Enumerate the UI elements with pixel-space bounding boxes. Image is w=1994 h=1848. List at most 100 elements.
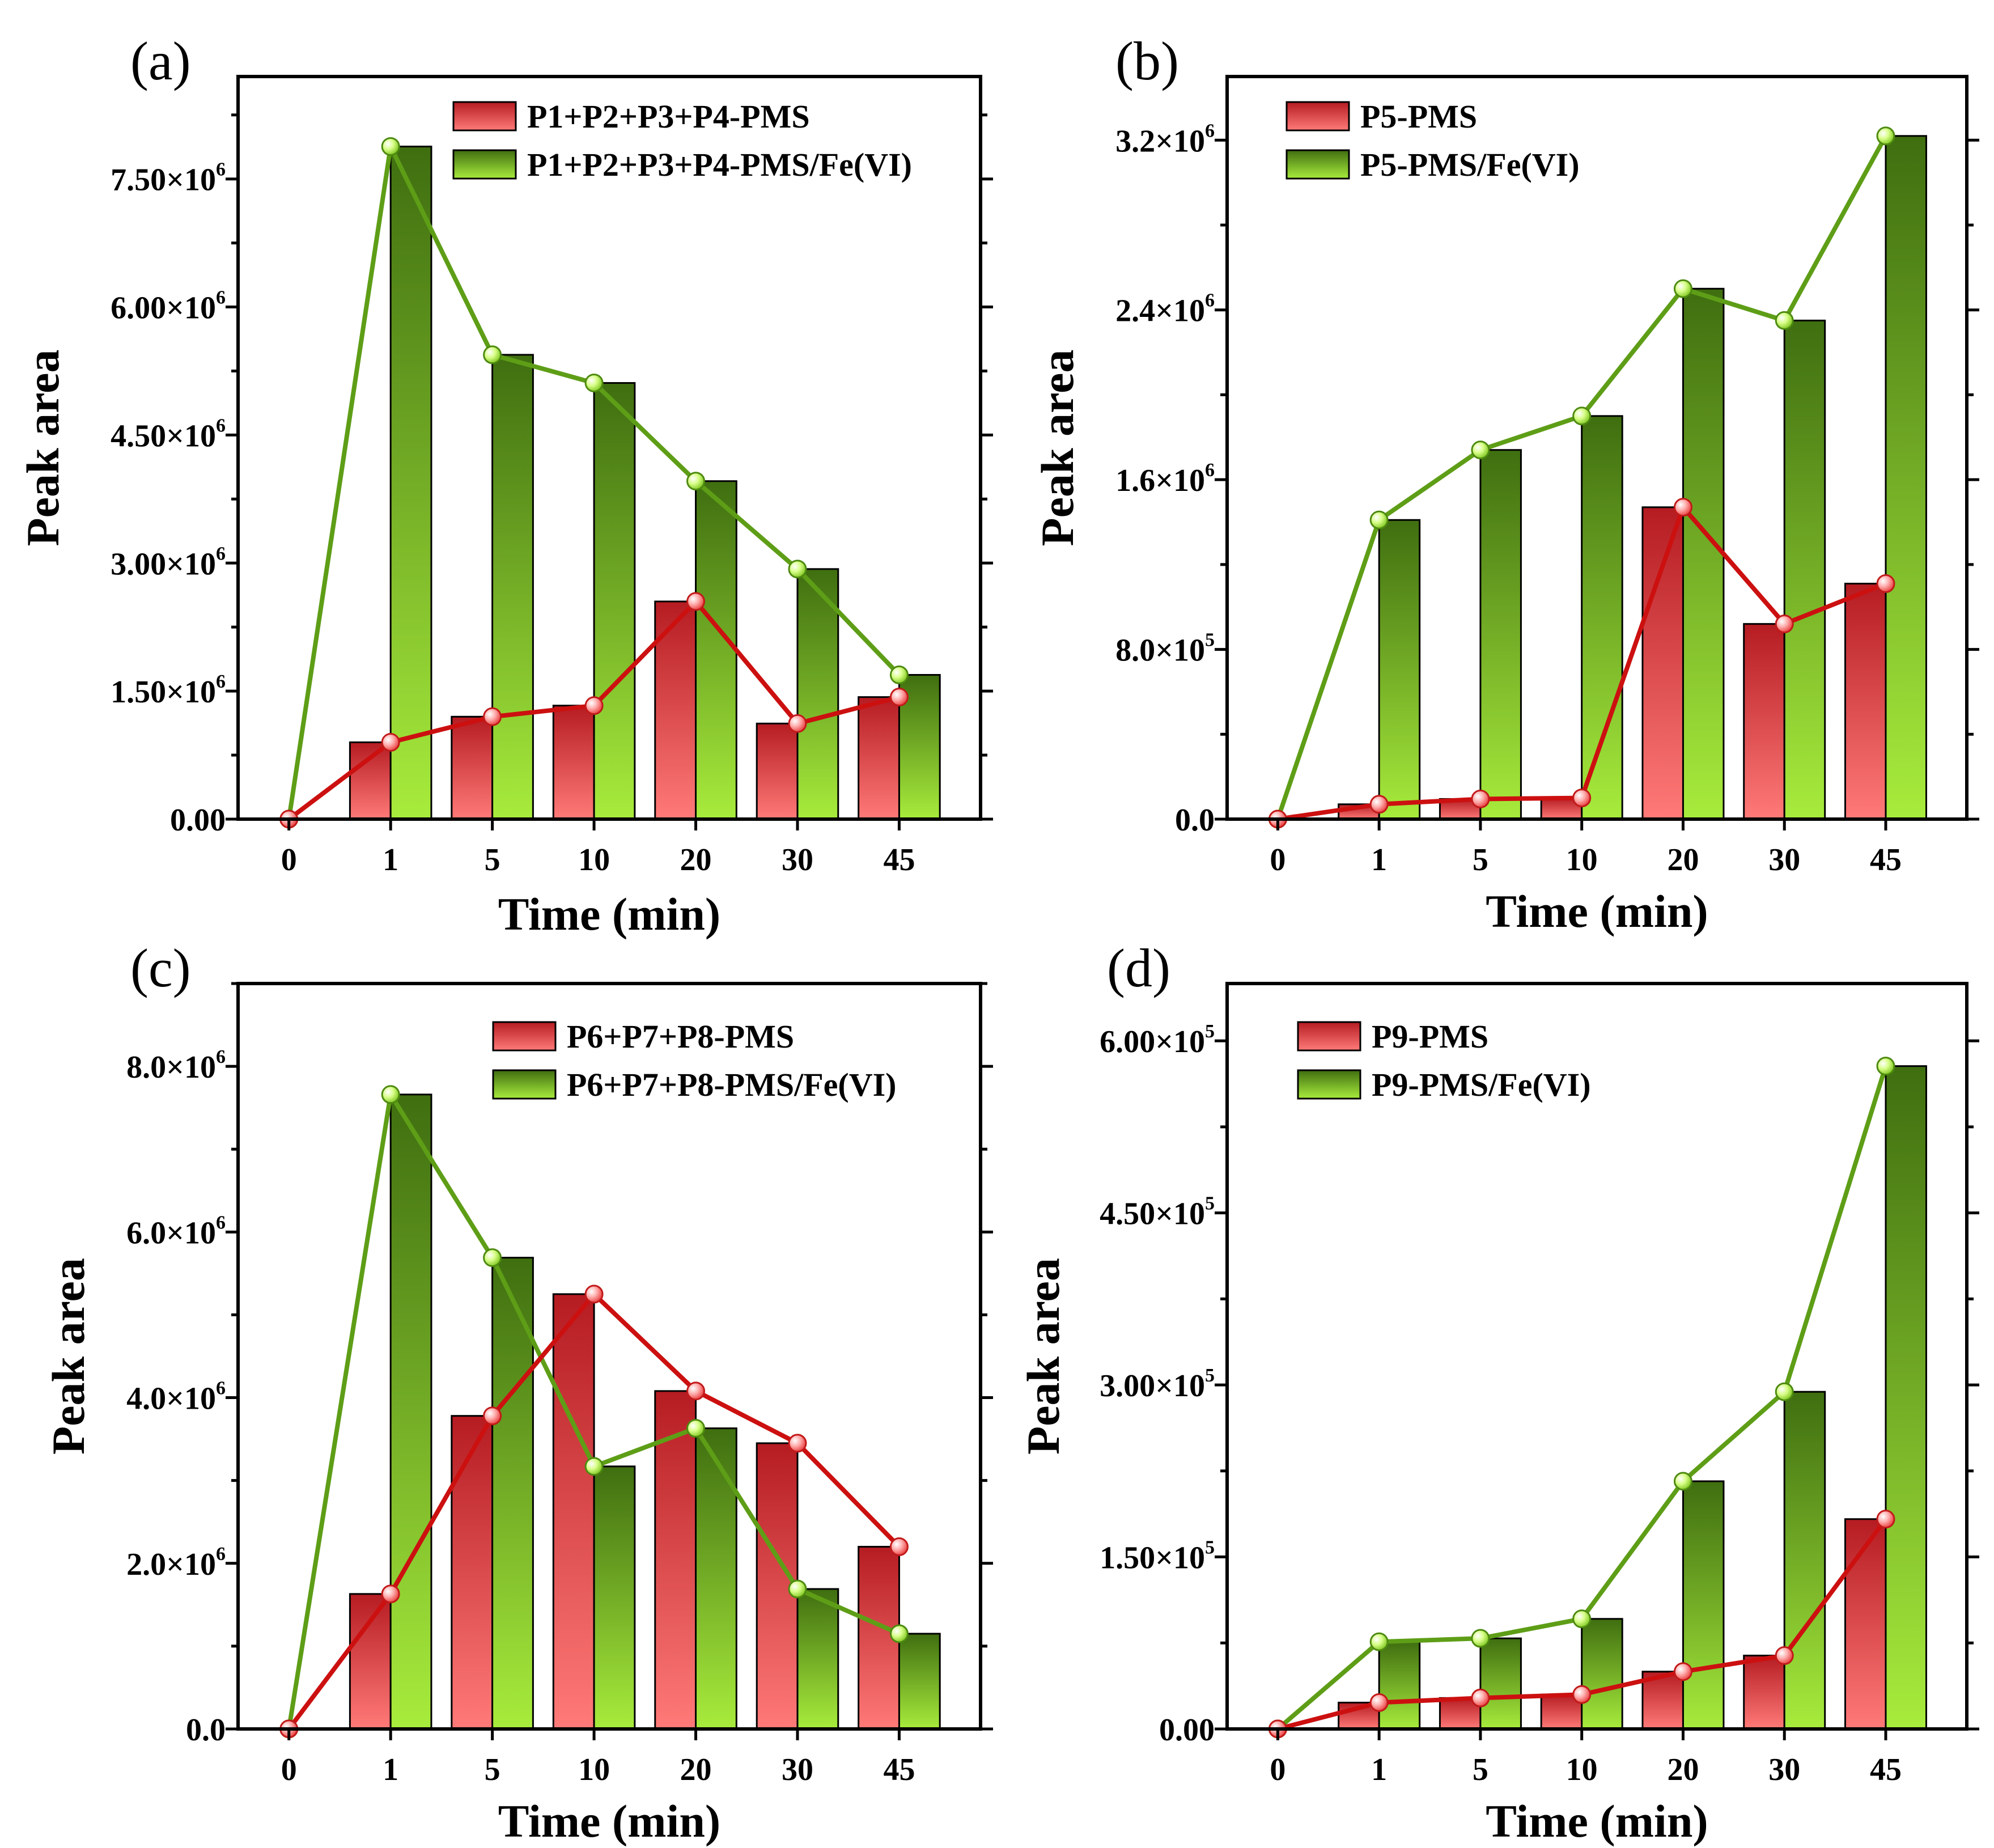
point-red-10 [1572,789,1592,808]
bar-green-30 [1783,319,1826,820]
point-green-5 [483,1248,502,1268]
point-green-45 [889,666,909,685]
point-red-45 [889,1537,909,1557]
legend-swatch-green [1286,149,1350,180]
point-red-30 [1775,1646,1794,1665]
y-axis-title: Peak area [17,350,69,546]
point-red-20 [1673,498,1692,517]
panel-c: 0.0 2.0×106 4.0×106 6.0×106 8.0×106 0 1 5 10 20 30… [43,938,993,1847]
legend-label-red: P5-PMS [1360,98,1477,135]
point-green-20 [1673,1472,1692,1491]
point-green-5 [1471,440,1490,460]
legend-label-green: P5-PMS/Fe(VI) [1360,146,1580,183]
bar-green-45 [1885,135,1927,820]
bar-green-1 [389,1093,432,1730]
point-green-30 [788,560,807,579]
bar-green-10 [1581,415,1623,820]
bar-green-20 [1682,287,1725,820]
x-tick-label: 45 [883,1752,915,1787]
bar-red-5 [451,715,494,820]
y-tick-label: 1.6×106 [1115,460,1215,498]
panel-label: (a) [130,31,191,91]
bar-red-1 [349,1593,392,1730]
point-green-30 [1775,1382,1794,1401]
legend-label-green: P9-PMS/Fe(VI) [1372,1066,1591,1103]
x-tick-label: 1 [383,842,398,878]
bar-red-30 [1743,623,1785,820]
y-tick-label: 0.00 [170,803,226,838]
bar-green-30 [1783,1391,1826,1730]
point-green-45 [1876,1057,1895,1076]
x-tick-label: 30 [1768,842,1800,878]
x-tick-label: 5 [1473,1752,1488,1787]
panel-d: 0.00 1.50×105 3.00×105 4.50×105 6.00×105 0 1 5 1… [1017,938,1979,1847]
bar-green-30 [796,1588,839,1730]
x-tick-label: 30 [782,1752,813,1787]
legend-label-green: P6+P7+P8-PMS/Fe(VI) [567,1066,897,1103]
x-tick-label: 0 [281,842,297,878]
point-red-1 [381,732,400,752]
bar-green-10 [593,382,636,820]
bar-green-20 [1682,1480,1725,1730]
point-red-20 [686,1381,706,1401]
panel-a: 0.00 1.50×106 3.00×106 4.50×106 6.00×106 7.50… [17,31,993,940]
x-tick-label: 5 [485,842,500,878]
y-tick-label: 3.00×106 [111,543,226,582]
x-axis-title: Time (min) [1486,885,1708,937]
panel-b: 0.0 8.0×105 1.6×106 2.4×106 3.2×106 0 1 5 10 20 30… [1032,31,1979,937]
bar-red-45 [858,696,900,820]
bar-red-10 [552,1293,595,1730]
point-green-1 [1369,510,1389,529]
point-red-30 [1775,614,1794,634]
plot-frame [236,75,982,821]
point-red-5 [1471,789,1490,808]
bar-green-30 [796,568,839,820]
x-tick-label: 45 [1870,1752,1902,1787]
point-green-10 [584,374,604,393]
bar-red-30 [756,722,799,820]
y-tick-label: 6.00×105 [1100,1021,1215,1059]
legend-swatch-red [1297,1021,1361,1052]
bar-red-45 [1844,1518,1887,1730]
x-axis-title: Time (min) [1486,1795,1708,1847]
panel-label: (b) [1115,31,1179,91]
legend-swatch-green [452,149,517,180]
point-green-10 [584,1457,604,1476]
point-red-45 [1876,574,1895,594]
y-tick-label: 4.50×105 [1100,1193,1215,1232]
point-green-20 [686,472,706,491]
y-tick-label: 6.00×106 [111,287,226,326]
bar-green-10 [593,1465,636,1730]
point-red-45 [889,688,909,707]
panel-label: (c) [130,938,191,998]
legend-swatch-red [1286,101,1350,132]
x-tick-label: 10 [1566,842,1598,878]
point-red-30 [788,714,807,733]
y-axis-title: Peak area [43,1258,94,1455]
bar-green-20 [695,480,737,820]
point-green-5 [483,345,502,364]
bar-green-5 [491,1257,534,1730]
bar-red-10 [552,705,595,820]
x-axis-title: Time (min) [498,888,721,940]
x-tick-label: 45 [883,842,915,878]
point-green-30 [1775,311,1794,330]
point-green-45 [889,1624,909,1643]
x-tick-label: 1 [1371,1752,1387,1787]
plot-frame [1225,982,1968,1731]
legend-swatch-green [1297,1069,1361,1100]
legend-label-red: P1+P2+P3+P4-PMS [527,98,810,135]
x-tick-label: 30 [782,842,813,878]
y-tick-label: 7.50×106 [111,159,226,198]
y-tick-label: 0.0 [1175,803,1215,838]
y-axis-title: Peak area [1017,1258,1069,1455]
point-red-10 [584,1285,604,1304]
bar-green-45 [1885,1065,1927,1730]
bar-red-45 [1844,583,1887,820]
y-tick-label: 8.0×105 [1115,630,1215,668]
point-red-10 [1572,1685,1592,1704]
bar-green-1 [389,145,432,820]
bar-green-5 [1479,1637,1522,1730]
bar-green-5 [1479,449,1522,820]
x-tick-label: 0 [1270,1752,1286,1787]
